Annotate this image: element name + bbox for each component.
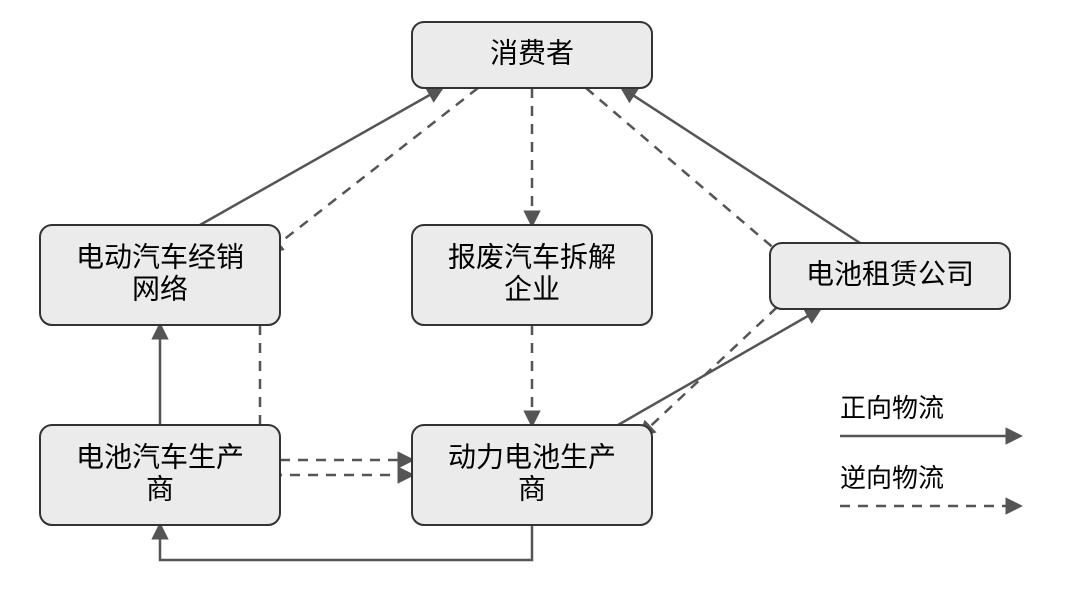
flowchart-canvas: 消费者电动汽车经销网络报废汽车拆解企业电池租赁公司电池汽车生产商动力电池生产商 … [0, 0, 1080, 603]
node-dealer: 电动汽车经销网络 [40, 225, 280, 325]
node-scrap: 报废汽车拆解企业 [412, 225, 652, 325]
node-ev_maker-label: 商 [146, 473, 174, 504]
edge-lease-to-batt_maker [640, 295, 790, 436]
node-scrap-label: 企业 [504, 273, 560, 304]
node-batt_maker-label: 动力电池生产 [448, 441, 616, 472]
node-consumer-label: 消费者 [490, 37, 574, 68]
node-lease-label: 电池租赁公司 [806, 258, 974, 289]
edge-batt_maker-to-ev_maker [160, 525, 532, 560]
legend-label-dashed: 逆向物流 [840, 463, 944, 493]
edge-dealer-to-batt_maker [260, 325, 412, 475]
edge-dealer-to-consumer [200, 88, 442, 225]
legend-label-solid: 正向物流 [840, 393, 944, 423]
node-dealer-label: 电动汽车经销 [76, 241, 244, 272]
node-lease: 电池租赁公司 [770, 243, 1010, 309]
node-ev_maker-label: 电池汽车生产 [76, 441, 244, 472]
node-dealer-label: 网络 [132, 273, 188, 304]
node-batt_maker-label: 商 [518, 473, 546, 504]
node-scrap-label: 报废汽车拆解 [448, 241, 616, 272]
node-consumer: 消费者 [412, 22, 652, 88]
node-batt_maker: 动力电池生产商 [412, 425, 652, 525]
node-ev_maker: 电池汽车生产商 [40, 425, 280, 525]
nodes-layer: 消费者电动汽车经销网络报废汽车拆解企业电池租赁公司电池汽车生产商动力电池生产商 [40, 22, 1010, 525]
legend: 正向物流逆向物流 [840, 393, 1020, 506]
edge-batt_maker-to-lease [618, 309, 820, 425]
